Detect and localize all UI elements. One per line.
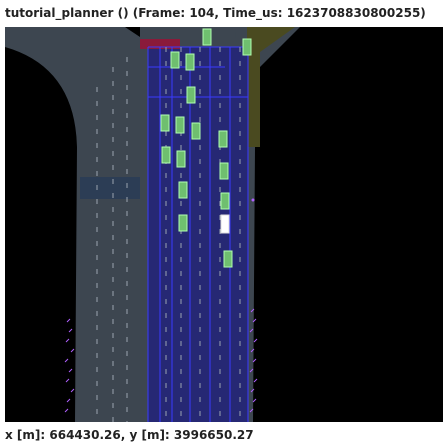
vehicle <box>242 38 252 56</box>
window-title: tutorial_planner () (Frame: 104, Time_us… <box>5 6 426 20</box>
vehicle <box>160 114 170 132</box>
vehicle <box>219 162 229 180</box>
vehicle <box>161 146 171 164</box>
vehicle <box>170 51 180 69</box>
vehicle <box>176 150 186 168</box>
traffic-light-zone <box>140 39 180 49</box>
cursor-coordinates: x [m]: 664430.26, y [m]: 3996650.27 <box>5 428 254 442</box>
window-title-bar: tutorial_planner () (Frame: 104, Time_us… <box>0 0 447 27</box>
vehicle <box>178 181 188 199</box>
ego-vehicle <box>220 214 230 234</box>
side-road <box>247 27 295 147</box>
vehicle <box>220 192 230 210</box>
vehicle <box>218 130 228 148</box>
vehicle <box>185 53 195 71</box>
left-curved-road <box>5 27 145 422</box>
goal-marker <box>251 198 255 202</box>
vehicle <box>186 86 196 104</box>
map-viewport[interactable] <box>5 27 443 422</box>
vehicle <box>191 122 201 140</box>
vehicle <box>175 116 185 134</box>
vehicle <box>178 214 188 232</box>
scene-canvas <box>5 27 300 422</box>
vehicle <box>202 28 212 46</box>
trajectory-points <box>64 308 258 413</box>
lane-markings <box>96 47 241 422</box>
planned-lane-highlight <box>148 47 248 422</box>
cross-walk <box>80 177 140 199</box>
status-bar: x [m]: 664430.26, y [m]: 3996650.27 <box>0 425 447 447</box>
vehicle <box>223 250 233 268</box>
vehicles <box>160 28 252 268</box>
lane-borders <box>147 46 249 422</box>
